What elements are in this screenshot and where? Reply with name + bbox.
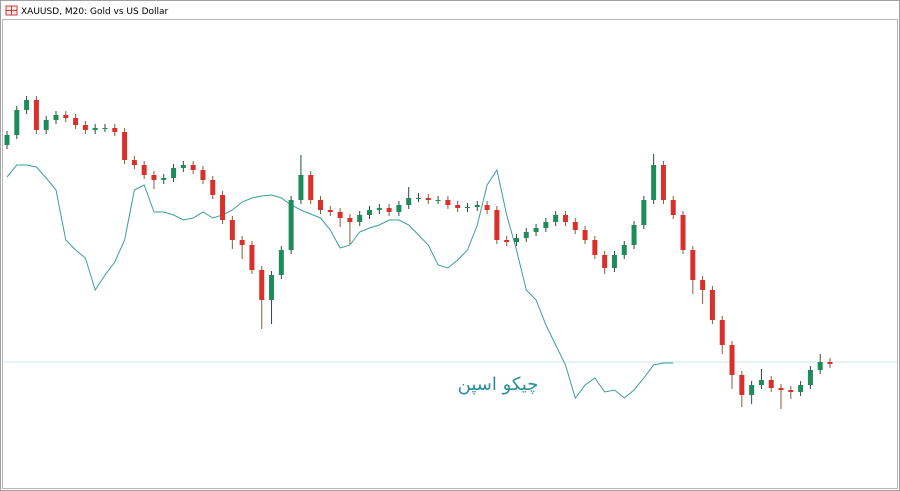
candle-body (151, 175, 157, 180)
candle-body (768, 380, 774, 388)
candle-body (298, 175, 304, 200)
candle-body (416, 198, 421, 199)
candle-body (33, 100, 39, 130)
candle-body (504, 240, 510, 242)
candle-body (63, 115, 69, 118)
candle-body (318, 200, 324, 210)
candle-body (660, 165, 666, 200)
candle-body (161, 178, 167, 180)
candle-body (288, 200, 294, 250)
candle-body (200, 170, 206, 180)
candle-body (308, 175, 314, 200)
candle-body (484, 205, 490, 210)
candle-body (53, 115, 59, 120)
candle-body (43, 120, 49, 130)
candle-body (337, 212, 343, 218)
candle-body (798, 385, 804, 392)
candle-body (788, 390, 794, 392)
candle-body (4, 135, 10, 145)
candle-body (651, 165, 657, 200)
candle-body (602, 255, 608, 268)
candle-body (562, 215, 568, 222)
candle-body (729, 345, 735, 375)
candle-body (357, 215, 363, 222)
candle-body (621, 245, 627, 255)
candle-body (700, 280, 706, 290)
candle-body (455, 205, 461, 208)
candle-body (190, 165, 196, 170)
window-title: XAUUSD, M20: Gold vs US Dollar (21, 7, 169, 17)
indicator-line (6, 164, 674, 400)
candle-body (73, 118, 79, 125)
candle-body (278, 250, 284, 275)
candle-body (122, 132, 128, 160)
candle-body (112, 128, 118, 132)
candle-body (269, 275, 275, 300)
candle-body (396, 205, 402, 212)
candle-body (180, 165, 186, 168)
candle-body (807, 370, 813, 385)
candle-body (670, 200, 676, 215)
candle-body (141, 165, 147, 175)
candle-body (572, 222, 578, 230)
candle-body (249, 245, 255, 270)
candle-body (709, 290, 715, 320)
candle-body (719, 320, 725, 345)
candle-body (92, 128, 98, 130)
candle-body (259, 270, 265, 300)
candle-body (758, 380, 764, 385)
candle-body (778, 388, 784, 390)
candle-body (386, 208, 392, 212)
candle-body (464, 207, 470, 208)
candle-body (229, 220, 235, 240)
candle-body (425, 198, 431, 200)
candle-body (14, 110, 20, 135)
candle-body (523, 232, 529, 238)
candle-body (611, 255, 617, 268)
candle-body (131, 160, 137, 165)
watermark: چیکو اسپن (458, 374, 539, 395)
candle-body (582, 230, 588, 240)
candle-body (817, 362, 823, 370)
candle-body (592, 240, 598, 255)
candle-body (680, 215, 686, 250)
candle-body (749, 385, 755, 395)
candle-body (827, 362, 833, 364)
candle-body (631, 225, 637, 245)
candle-body (553, 215, 559, 222)
plot-frame (2, 19, 898, 489)
candle-body (445, 200, 451, 205)
candle-body (739, 375, 745, 395)
candle-body (641, 200, 647, 225)
candle-body (474, 205, 480, 207)
candle-body (239, 240, 245, 245)
candle-body (24, 100, 30, 110)
candle-body (102, 128, 108, 129)
candle-body (513, 238, 519, 242)
candle-body (406, 198, 412, 205)
candle-body (171, 168, 177, 178)
candle-body (543, 222, 549, 228)
candle-body (347, 218, 353, 222)
candle-body (327, 210, 333, 212)
candle-body (494, 210, 500, 240)
candle-body (367, 210, 373, 215)
candle-body (82, 125, 88, 130)
candle-body (690, 250, 696, 280)
candle-body (210, 180, 216, 195)
candle-body (533, 228, 539, 232)
candle-body (435, 200, 441, 201)
candle-body (220, 195, 226, 220)
candle-body (376, 208, 382, 210)
